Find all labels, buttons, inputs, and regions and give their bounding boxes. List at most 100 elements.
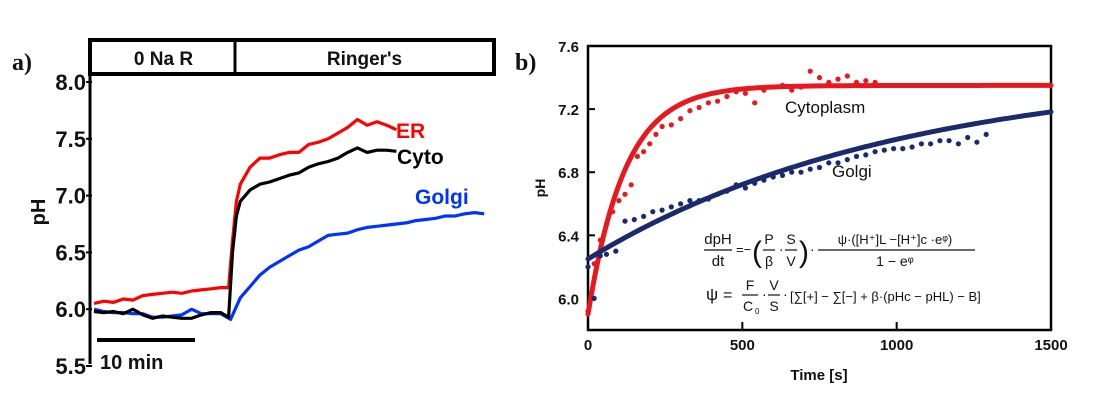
point-cytoplasm [585,308,591,314]
point-golgi [918,141,925,147]
panel-a-label: a) [12,50,32,76]
point-golgi [631,217,637,223]
eq1-dot1: · [779,241,784,257]
point-cytoplasm [616,198,622,204]
panel-b-label: b) [515,50,536,76]
y-ticks-b: 7.6 7.2 6.8 6.4 6.0 [558,39,595,308]
point-cytoplasm [844,73,850,79]
legend-a: ER Cyto Golgi [396,120,469,209]
point-golgi [622,218,628,224]
point-golgi [891,146,897,152]
point-cytoplasm [733,89,739,95]
y-tick-label-b: 6.8 [558,165,579,182]
eq1-dpH: dpH [704,231,732,248]
condition-label-0: 0 Na R [134,49,193,70]
point-golgi [641,213,647,219]
point-golgi [742,185,749,191]
point-cytoplasm [678,116,684,122]
point-cytoplasm [641,149,647,155]
point-cytoplasm [807,68,813,74]
eq2-bracket: [∑[+] − ∑[−] + β·(pHc − pHL) − B] [790,289,981,304]
eq2-dot1: · [762,286,767,302]
point-golgi [779,172,786,178]
line-er [93,117,398,306]
eq1-equals: =− [736,242,751,257]
point-cytoplasm [789,87,795,93]
point-golgi [678,201,684,207]
point-cytoplasm [705,100,712,106]
annotation-golgi: Golgi [832,162,872,181]
point-golgi [687,198,693,204]
eq1-numerator: ψ·([H⁺]L −[H⁺]c ·eᵠ) [838,232,953,247]
y-ticks-a: 8.0 7.5 7.0 6.5 6.0 5.5 [55,70,92,379]
point-golgi [863,152,869,158]
point-cytoplasm [603,221,610,227]
x-label-b: Time [s] [790,367,847,384]
point-golgi [844,157,850,163]
line-golgi [93,211,485,321]
point-cytoplasm [696,104,702,111]
eq2-S: S [769,298,778,314]
condition-labels: 0 Na R Ringer's [134,40,402,74]
point-golgi [816,164,823,171]
point-golgi [789,169,795,175]
plot-frame-b [586,44,1053,332]
point-golgi [668,204,674,210]
y-tick-label-b: 6.4 [558,228,580,245]
point-cytoplasm [835,76,841,82]
point-cytoplasm [742,90,749,96]
point-golgi [965,134,971,141]
point-golgi [853,153,860,159]
y-tick-label-a: 5.5 [55,354,86,379]
condition-label-1: Ringer's [327,49,402,70]
legend-er: ER [396,120,425,143]
x-tick-label-b: 1500 [1034,337,1067,354]
point-golgi [585,264,591,270]
panel-b: b) 7.6 7.2 6.8 6.4 6.0 0 500 1000 1500 pH Time … [515,39,1068,384]
point-golgi [597,253,603,259]
point-golgi [807,166,813,172]
eq1-paren-left: ( [752,236,762,269]
point-golgi [696,198,702,204]
y-tick-label-b: 6.0 [558,291,579,308]
point-golgi [650,209,656,215]
eq1-P: P [764,231,773,247]
point-golgi [591,295,597,301]
eq2-F: F [746,277,755,293]
point-cytoplasm [761,87,767,93]
y-tick-label-b: 7.2 [558,102,579,119]
eq2-C-sub: 0 [755,307,760,316]
point-cytoplasm [622,191,628,197]
eq2-C: C [743,298,753,314]
point-golgi [881,147,887,153]
panel-a: a) 0 Na R Ringer's 8.07.57.06.56.05.5 pH … [12,38,496,379]
fit-golgi [585,109,1054,262]
point-cytoplasm [687,108,693,114]
point-cytoplasm [798,84,804,90]
point-cytoplasm [668,122,674,128]
point-golgi [603,251,610,257]
point-cytoplasm [653,131,659,137]
x-ticks-b: 0 500 1000 1500 [584,322,1068,354]
point-cytoplasm [853,79,860,85]
y-tick-label-a: 6.0 [55,297,86,322]
eq1-dt: dt [712,253,725,270]
point-golgi [761,177,767,183]
point-golgi [937,138,943,144]
point-cytoplasm [628,182,634,188]
point-golgi [613,248,619,254]
point-golgi [835,160,841,166]
point-golgi [900,146,906,152]
x-tick-label-b: 0 [584,337,592,354]
series-a [93,117,485,321]
point-cytoplasm [647,141,653,147]
point-cytoplasm [659,123,665,130]
point-cytoplasm [634,153,641,159]
line-cyto [93,146,397,320]
point-cytoplasm [597,237,603,243]
legend-cyto: Cyto [397,146,444,169]
point-golgi [826,160,832,166]
eq1-V: V [786,253,796,269]
point-golgi [928,141,934,147]
point-golgi [733,182,739,188]
